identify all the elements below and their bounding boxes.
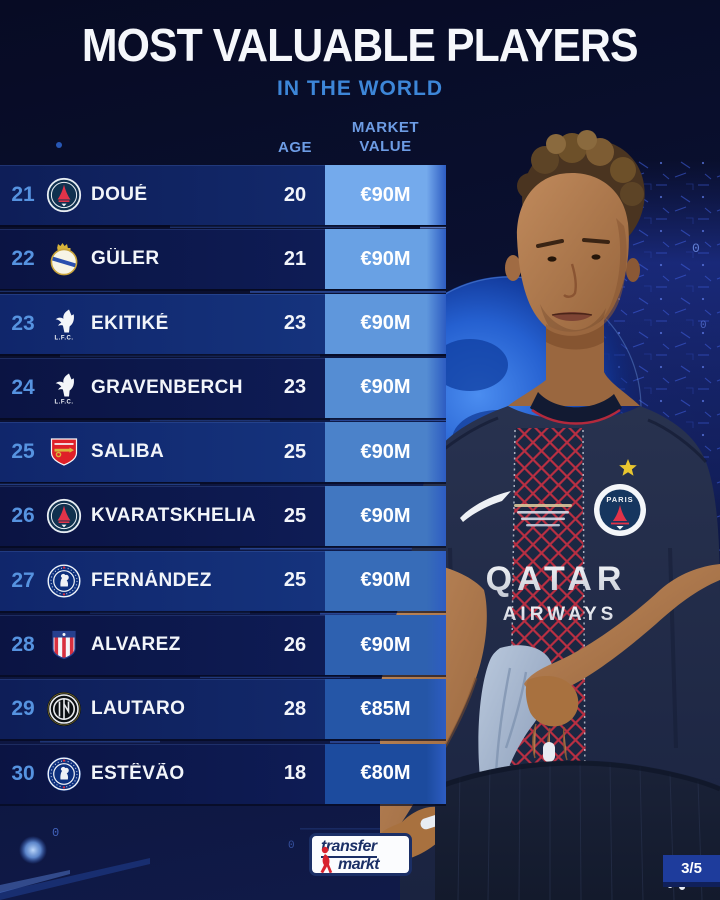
- table-row: 29 LAUTARO 28 €85M: [0, 679, 446, 740]
- player-name: GÜLER: [91, 248, 160, 270]
- market-value: €90M: [325, 550, 446, 611]
- table-row: 21 DOUÉ 20 €90M: [0, 165, 446, 225]
- player-age: 23: [283, 376, 307, 399]
- jersey-sponsor-line2: AIRWAYS: [503, 604, 618, 625]
- rank-number: 25: [11, 440, 35, 464]
- market-value: €90M: [325, 229, 446, 290]
- table-row: 22 GÜLER 21 €90M: [0, 229, 446, 290]
- player-age: 23: [283, 312, 307, 335]
- table-row: 30 ESTÊVÃO 18 €80M: [0, 743, 446, 804]
- player-jersey: QATAR AIRWAYS PARIS: [400, 392, 720, 900]
- page-title: MOST VALUABLE PLAYERS: [82, 19, 639, 71]
- club-badge-liverpool: [46, 370, 82, 406]
- market-value: €90M: [325, 293, 446, 354]
- player-hair: [517, 130, 645, 246]
- table-row: 28 ALVAREZ 26 €90M: [0, 615, 446, 676]
- player-age: 25: [283, 440, 307, 463]
- table-row: 23 EKITIKÉ 23 €90M: [0, 293, 446, 354]
- finger-tape-2: [420, 813, 446, 830]
- svg-text:0: 0: [288, 840, 295, 852]
- svg-text:0: 0: [692, 241, 700, 256]
- table-row: 25 SALIBA 25 €90M: [0, 422, 446, 483]
- rank-number: 30: [11, 761, 35, 785]
- psg-jersey-crest-icon: PARIS: [594, 484, 646, 536]
- rank-number: 26: [11, 504, 35, 528]
- transfermarkt-wordmark-bottom: markt: [338, 856, 380, 873]
- digital-wall-pattern: 0 0: [540, 160, 720, 860]
- svg-text:0: 0: [700, 320, 707, 332]
- player-name: ESTÊVÃO: [91, 762, 185, 784]
- player-face: [505, 172, 640, 344]
- club-badge-arsenal: [46, 434, 82, 470]
- market-value: €90M: [325, 422, 446, 483]
- page-indicator: 3/5: [663, 855, 720, 887]
- table-row: 24 GRAVENBERCH 23 €90M: [0, 357, 446, 418]
- market-value: €90M: [325, 486, 446, 547]
- market-value: €85M: [325, 679, 446, 740]
- rank-number: 21: [11, 183, 35, 206]
- player-name: GRAVENBERCH: [91, 376, 243, 398]
- player-age: 21: [283, 247, 307, 270]
- club-badge-atletico-madrid: [46, 627, 82, 663]
- player-name: LAUTARO: [91, 698, 186, 720]
- table-row: 27 FERNÁNDEZ 25 €90M: [0, 550, 446, 611]
- rank-number: 23: [11, 311, 35, 335]
- rankings-table: 21 DOUÉ 20 €90M 22 GÜLER 21 €90M 23 EKIT…: [0, 165, 446, 808]
- champion-star-icon: [619, 459, 637, 476]
- header-block: MOST VALUABLE PLAYERS IN THE WORLD: [0, 20, 720, 101]
- club-badge-psg: [46, 498, 82, 534]
- player-age: 25: [283, 569, 307, 592]
- player-name: SALIBA: [91, 441, 165, 463]
- column-headers: AGE MARKET VALUE: [0, 112, 446, 160]
- club-badge-chelsea: [46, 563, 82, 599]
- club-badge-real-madrid: [46, 241, 82, 277]
- rank-number: 22: [11, 247, 35, 271]
- club-badge-inter: [46, 691, 82, 727]
- value-label: VALUE: [359, 138, 412, 155]
- column-header-age: AGE: [277, 139, 312, 156]
- player-arm-and-towel: [478, 564, 720, 817]
- player-name: EKITIKÉ: [91, 312, 169, 334]
- player-age: 20: [283, 183, 307, 206]
- player-age: 28: [283, 697, 307, 720]
- svg-text:PARIS: PARIS: [606, 495, 633, 504]
- player-name: DOUÉ: [91, 184, 148, 205]
- rank-number: 24: [11, 375, 35, 399]
- transfermarkt-player-icon: [320, 846, 333, 874]
- club-badge-liverpool: [46, 306, 82, 342]
- page-subtitle: IN THE WORLD: [277, 76, 443, 100]
- player-name: ALVAREZ: [91, 634, 181, 656]
- player-age: 18: [283, 762, 307, 785]
- column-header-market-value: MARKET VALUE: [325, 118, 446, 156]
- transfermarkt-wordmark-top: transfer: [321, 839, 377, 858]
- transfermarkt-logo: transfer markt: [309, 833, 412, 876]
- market-value: €90M: [325, 615, 446, 676]
- nike-swoosh-icon: [460, 491, 511, 522]
- table-row: 26 KVARATSKHELIA 25 €90M: [0, 486, 446, 547]
- market-value: €90M: [325, 165, 446, 225]
- player-neck: [508, 318, 640, 406]
- rank-number: 27: [11, 568, 35, 592]
- player-name: KVARATSKHELIA: [91, 505, 256, 527]
- market-label: MARKET: [351, 119, 420, 136]
- jersey-sponsor-line1: QATAR: [486, 560, 627, 598]
- svg-text:0: 0: [52, 826, 59, 840]
- rank-number: 28: [11, 633, 35, 657]
- market-value: €90M: [325, 357, 446, 418]
- player-age: 25: [283, 504, 307, 527]
- market-value: €80M: [325, 743, 446, 804]
- finger-tape: [543, 742, 555, 762]
- player-age: 26: [283, 633, 307, 656]
- player-name: FERNÁNDEZ: [91, 569, 212, 591]
- club-badge-psg: [46, 177, 82, 213]
- match-detail-text: [514, 504, 572, 527]
- club-badge-chelsea: [46, 756, 82, 792]
- rank-number: 29: [11, 697, 35, 721]
